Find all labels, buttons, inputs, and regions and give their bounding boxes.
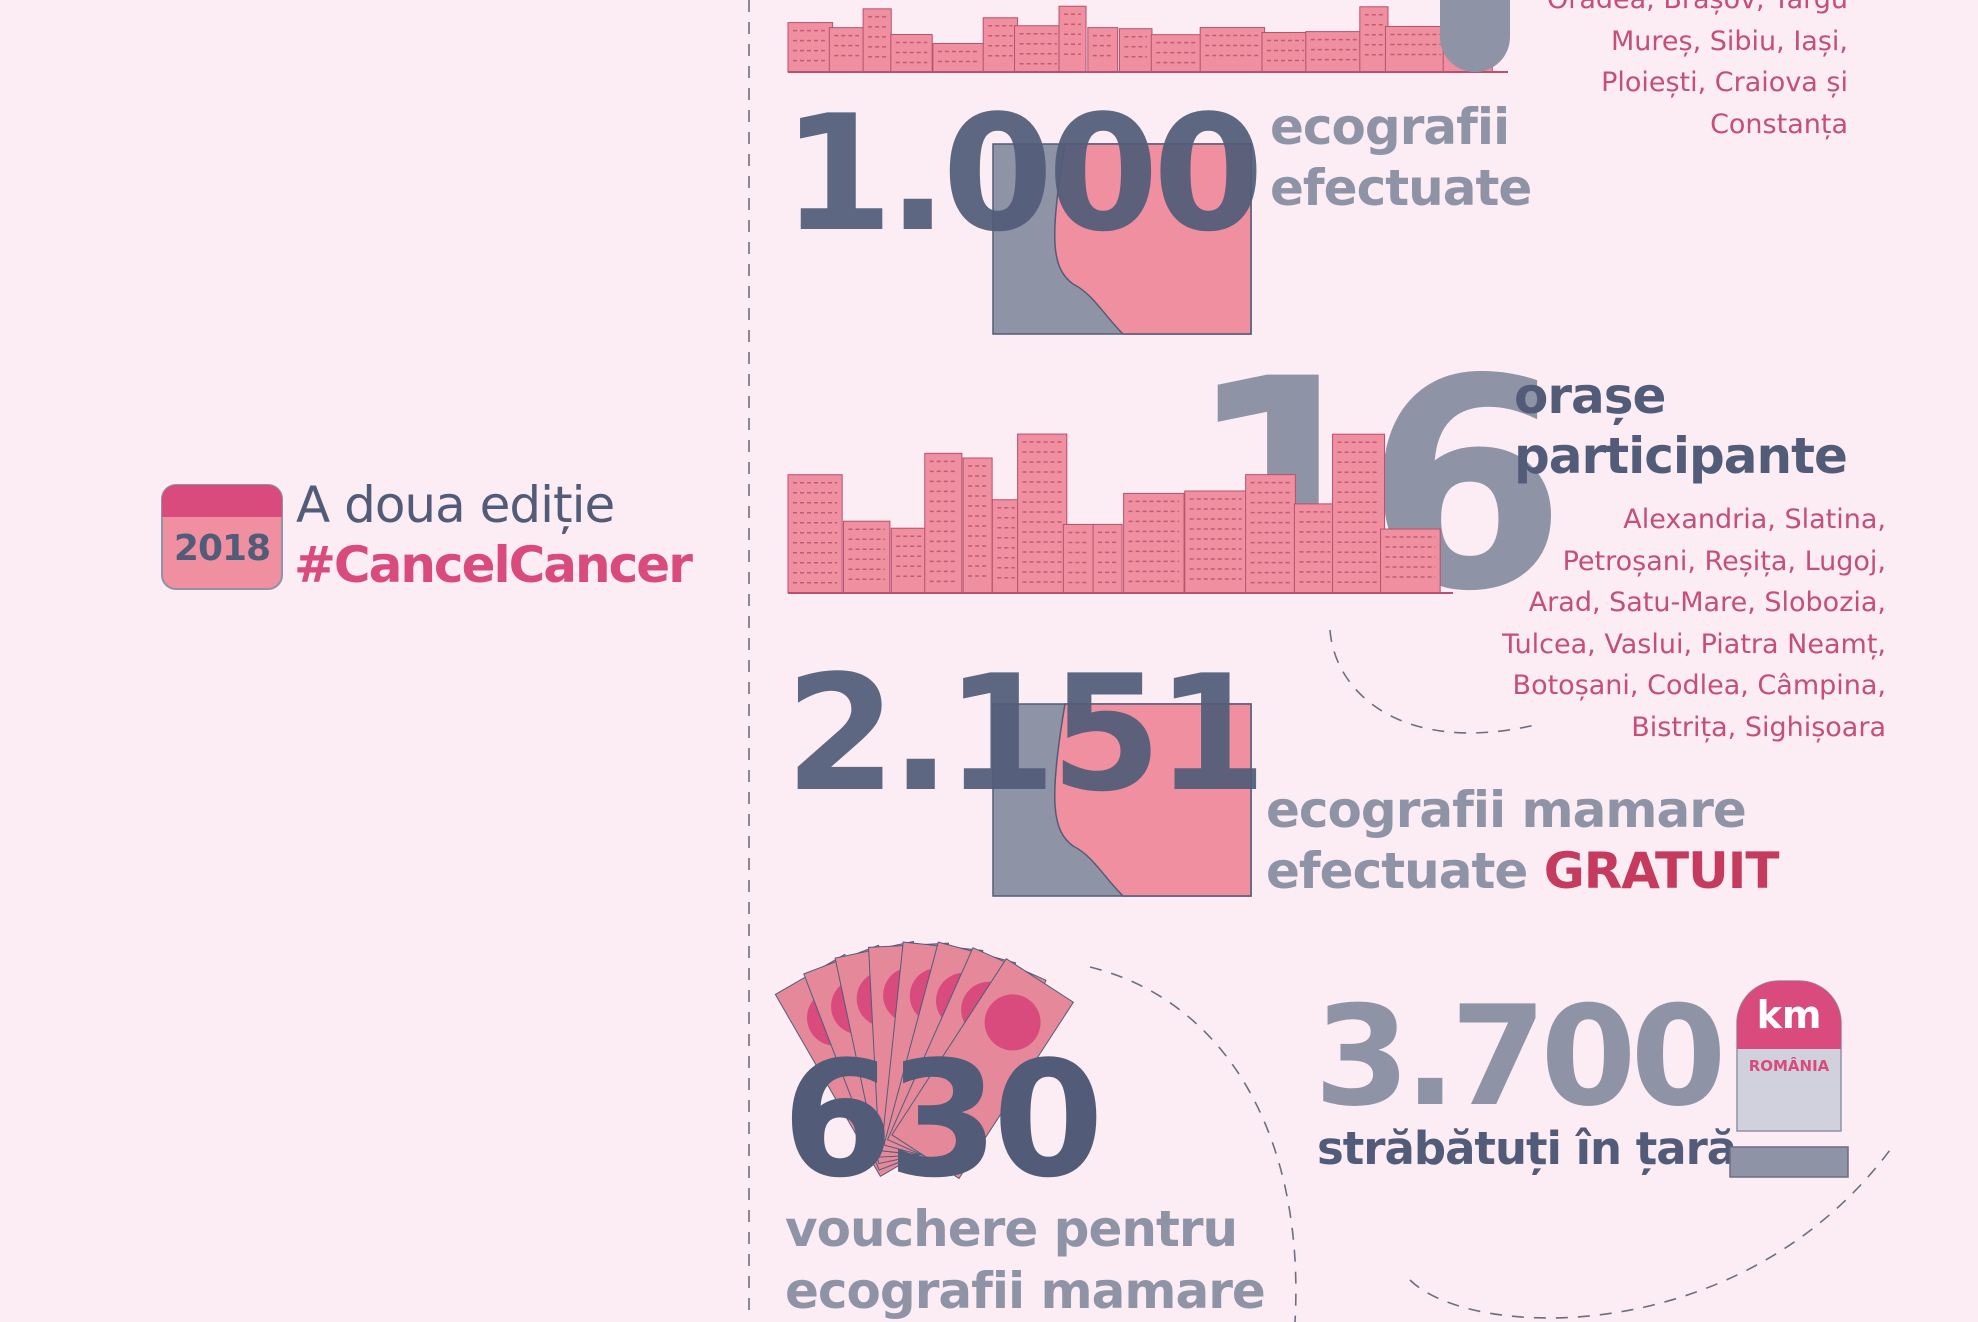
edition-title: A doua ediție [296, 476, 615, 534]
city-line: Bistrița, Sighișoara [1631, 711, 1886, 743]
building [1305, 31, 1363, 73]
city-line: Oradea, Brașov, Târgu [1547, 0, 1848, 21]
building [924, 452, 963, 594]
label-line: ecografii mamare [785, 1262, 1266, 1320]
dashed-divider [748, 0, 750, 1318]
building [843, 520, 891, 594]
label-line: ecografii mamare [1266, 781, 1747, 839]
city-skyline-icon [787, 433, 1453, 594]
edition-year: 2018 [173, 528, 271, 569]
stat-1000-value: 1.000 [782, 80, 1264, 267]
stat-3700-label: străbătuți în țară [1317, 1122, 1737, 1175]
building [862, 8, 892, 73]
building [1087, 27, 1119, 73]
stat-3700-value: 3.700 [1314, 976, 1727, 1137]
building [1123, 492, 1185, 594]
building [1092, 523, 1123, 594]
building [1017, 433, 1068, 594]
voucher [891, 958, 1075, 1180]
label-line: participante [1514, 427, 1848, 485]
city-line: Botoșani, Codlea, Câmpina, [1512, 670, 1886, 701]
dashed-arc [1329, 629, 1536, 734]
calendar-icon [161, 484, 283, 590]
city-line: Constanța [1710, 108, 1848, 140]
stat-16-label: orașe participante [1514, 366, 1848, 486]
building [1261, 32, 1310, 73]
label-line: vouchere pentru [785, 1200, 1238, 1258]
stat-630-value: 630 [782, 1026, 1104, 1213]
building [890, 527, 927, 594]
building [1332, 433, 1386, 594]
building [991, 499, 1021, 594]
label-line: efectuate [1270, 159, 1532, 217]
edition-hashtag: #CancelCancer [294, 536, 693, 594]
building [1118, 28, 1153, 73]
building [828, 27, 865, 73]
label-line: efectuate GRATUIT [1266, 841, 1780, 902]
building [1384, 25, 1447, 73]
city-line: Alexandria, Slatina, [1623, 504, 1886, 535]
building [1293, 503, 1336, 594]
stat-2151-value: 2.151 [785, 640, 1267, 827]
building [1199, 27, 1266, 73]
building [932, 42, 985, 73]
city-skyline-icon [787, 5, 1508, 73]
building [1014, 25, 1063, 73]
city-line: Mureș, Sibiu, Iași, [1611, 25, 1848, 57]
building [1058, 5, 1087, 73]
participating-cities-list: Alexandria, Slatina, Petroșani, Reșița, … [1502, 499, 1886, 748]
milestone-icon: km ROMÂNIA [1728, 980, 1852, 1181]
breast-square-icon [992, 703, 1252, 897]
milestone-unit: km [1756, 993, 1822, 1037]
dashed-arc [1409, 1149, 1891, 1319]
vouchers-fan-icon [774, 940, 1075, 1180]
edition-calendar: 2018 [161, 484, 283, 590]
city-line: Petroșani, Reșița, Lugoj, [1562, 545, 1886, 577]
label-line: orașe [1514, 367, 1666, 425]
building [1062, 523, 1095, 594]
city-line: Ploiești, Craiova și [1601, 67, 1848, 98]
free-emphasis: GRATUIT [1543, 842, 1780, 900]
breast-square-icon [992, 143, 1252, 335]
stat-1000-label: ecografii efectuate [1270, 97, 1532, 219]
label-text: efectuate [1266, 842, 1528, 900]
city-line: Tulcea, Vaslui, Piatra Neamț, [1502, 628, 1886, 660]
stat-2151-label: ecografii mamare efectuate GRATUIT [1266, 780, 1780, 902]
top-cities-list: Oradea, Brașov, Târgu Mureș, Sibiu, Iași… [1547, 0, 1848, 145]
stat-630-label: vouchere pentru ecografii mamare [785, 1198, 1266, 1322]
building [1184, 490, 1248, 594]
label-line: ecografii [1270, 98, 1510, 156]
city-line: Arad, Satu-Mare, Slobozia, [1528, 587, 1886, 618]
building [1380, 528, 1441, 594]
top-number-fragment [1440, 0, 1510, 72]
building [1359, 6, 1389, 73]
dashed-arc [1089, 966, 1297, 1322]
milestone-country: ROMÂNIA [1748, 1057, 1830, 1075]
